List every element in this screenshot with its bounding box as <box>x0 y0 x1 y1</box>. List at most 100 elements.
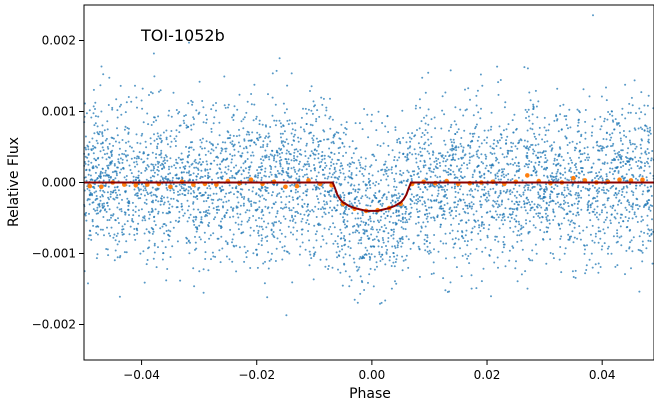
raw-point <box>231 116 234 119</box>
raw-point <box>179 279 182 282</box>
raw-point <box>106 191 109 194</box>
raw-point <box>595 190 598 192</box>
raw-point <box>109 150 112 153</box>
raw-point <box>465 229 468 232</box>
raw-point <box>112 213 115 216</box>
raw-point <box>625 249 628 252</box>
raw-point <box>459 175 462 178</box>
raw-point <box>416 210 419 213</box>
raw-point <box>559 104 562 107</box>
raw-point <box>410 199 412 201</box>
raw-point <box>462 198 465 201</box>
raw-point <box>537 100 540 103</box>
raw-point <box>454 185 456 188</box>
raw-point <box>453 201 456 204</box>
raw-point <box>498 194 501 197</box>
raw-point <box>126 154 129 157</box>
raw-point <box>541 197 544 200</box>
raw-point <box>532 170 535 172</box>
raw-point <box>209 187 212 190</box>
raw-point <box>603 163 606 165</box>
raw-point <box>643 231 646 234</box>
raw-point <box>176 199 178 202</box>
raw-point <box>412 195 415 198</box>
raw-point <box>597 262 600 265</box>
raw-point <box>416 129 418 131</box>
raw-point <box>173 137 176 140</box>
raw-point <box>348 233 351 236</box>
raw-point <box>252 154 255 157</box>
raw-point <box>393 178 396 180</box>
raw-point <box>328 172 331 175</box>
raw-point <box>422 191 424 194</box>
raw-point <box>470 238 473 241</box>
raw-point <box>97 212 100 215</box>
raw-point <box>134 84 136 87</box>
raw-point <box>214 255 217 258</box>
raw-point <box>237 216 240 219</box>
raw-point <box>300 220 303 223</box>
raw-point <box>96 131 99 134</box>
raw-point <box>650 159 653 162</box>
raw-point <box>374 196 377 199</box>
raw-point <box>166 143 169 146</box>
raw-point <box>146 157 149 160</box>
raw-point <box>243 260 246 263</box>
raw-point <box>348 200 351 203</box>
raw-point <box>308 250 311 253</box>
raw-point <box>195 247 198 250</box>
raw-point <box>548 123 551 126</box>
raw-point <box>194 241 197 244</box>
raw-point <box>236 206 239 209</box>
raw-point <box>413 148 416 151</box>
raw-point <box>640 220 643 223</box>
raw-point <box>646 160 648 163</box>
raw-point <box>130 172 133 175</box>
raw-point <box>644 165 646 167</box>
raw-point <box>309 154 312 157</box>
raw-point <box>529 209 532 212</box>
raw-point <box>470 201 473 204</box>
raw-point <box>428 249 431 252</box>
raw-point <box>433 199 436 202</box>
raw-point <box>565 118 567 121</box>
raw-point <box>139 197 142 200</box>
raw-point <box>415 199 418 201</box>
raw-point <box>501 251 504 254</box>
raw-point <box>627 219 629 222</box>
raw-point <box>282 178 285 181</box>
raw-point <box>543 193 545 195</box>
raw-point <box>143 194 146 197</box>
raw-point <box>564 135 567 138</box>
raw-point <box>151 151 154 154</box>
raw-point <box>458 169 461 172</box>
raw-point <box>516 240 519 243</box>
raw-point <box>371 153 374 156</box>
raw-point <box>178 183 181 186</box>
raw-point <box>260 168 263 171</box>
raw-point <box>628 210 631 213</box>
raw-point <box>638 205 641 208</box>
raw-point <box>361 167 364 170</box>
raw-point <box>631 158 634 160</box>
raw-point <box>310 169 312 172</box>
raw-point <box>534 168 537 171</box>
raw-point <box>173 164 176 167</box>
raw-point <box>625 156 627 158</box>
raw-point <box>475 287 478 290</box>
raw-point <box>366 187 369 190</box>
raw-point <box>229 137 231 139</box>
raw-point <box>571 140 574 143</box>
raw-point <box>99 210 102 213</box>
raw-point <box>116 243 119 246</box>
raw-point <box>226 243 229 246</box>
raw-point <box>564 201 567 204</box>
raw-point <box>144 187 147 190</box>
raw-point <box>188 216 191 219</box>
raw-point <box>132 150 135 153</box>
raw-point <box>382 239 385 241</box>
raw-point <box>344 253 347 256</box>
raw-point <box>440 186 442 188</box>
raw-point <box>354 190 357 193</box>
raw-point <box>364 246 367 249</box>
